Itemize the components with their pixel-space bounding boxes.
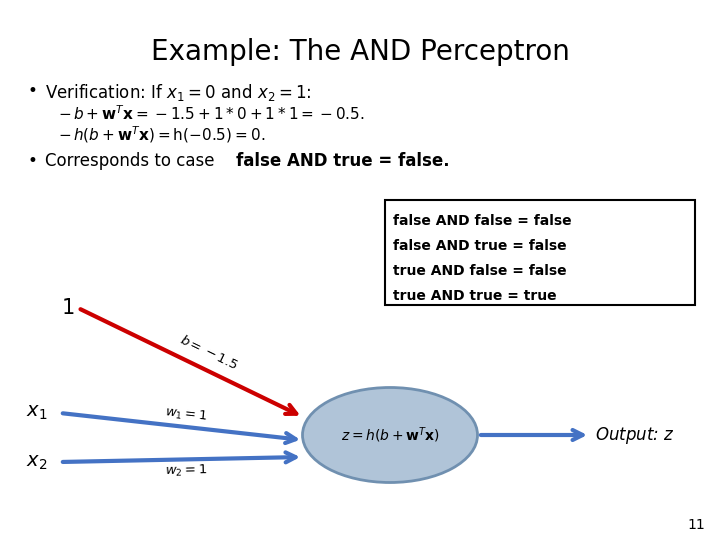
Text: $x_1$: $x_1$ bbox=[26, 403, 47, 422]
Text: 11: 11 bbox=[688, 518, 705, 532]
Text: $-\,h(b + \mathbf{w}^T\mathbf{x}) = \mathrm{h}(-0.5) = 0.$: $-\,h(b + \mathbf{w}^T\mathbf{x}) = \mat… bbox=[58, 124, 265, 145]
Text: false AND true = false.: false AND true = false. bbox=[236, 152, 449, 170]
Text: $w_1 = 1$: $w_1 = 1$ bbox=[164, 404, 209, 424]
Text: •: • bbox=[28, 82, 38, 100]
Text: Output: $z$: Output: $z$ bbox=[595, 424, 675, 445]
Ellipse shape bbox=[302, 388, 477, 483]
Text: $w_2 = 1$: $w_2 = 1$ bbox=[165, 463, 208, 480]
Text: $b = -1.5$: $b = -1.5$ bbox=[177, 333, 240, 373]
Text: false AND true = false: false AND true = false bbox=[393, 239, 567, 253]
Text: Example: The AND Perceptron: Example: The AND Perceptron bbox=[150, 38, 570, 66]
Text: $z = h(b + \mathbf{w}^T\mathbf{x})$: $z = h(b + \mathbf{w}^T\mathbf{x})$ bbox=[341, 425, 439, 445]
FancyBboxPatch shape bbox=[385, 200, 695, 305]
Text: $-\,b + \mathbf{w}^T\mathbf{x} = -1.5 + 1 * 0 + 1 * 1 = -0.5.$: $-\,b + \mathbf{w}^T\mathbf{x} = -1.5 + … bbox=[58, 104, 365, 123]
Text: $x_2$: $x_2$ bbox=[26, 453, 47, 471]
Text: Verification: If $x_1 = 0$ and $x_2 = 1$:: Verification: If $x_1 = 0$ and $x_2 = 1$… bbox=[45, 82, 312, 103]
Text: true AND true = true: true AND true = true bbox=[393, 289, 557, 303]
Text: Corresponds to case: Corresponds to case bbox=[45, 152, 220, 170]
Text: true AND false = false: true AND false = false bbox=[393, 264, 567, 278]
Text: 1: 1 bbox=[61, 298, 75, 318]
Text: false AND false = false: false AND false = false bbox=[393, 214, 572, 228]
Text: •: • bbox=[28, 152, 38, 170]
